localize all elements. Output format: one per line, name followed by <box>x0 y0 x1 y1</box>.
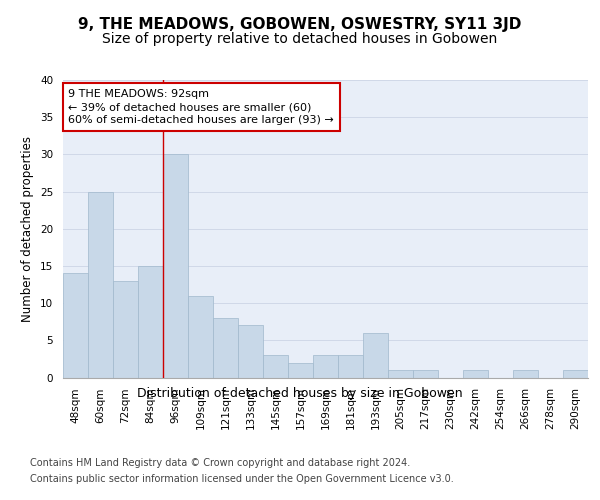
Bar <box>463 370 488 378</box>
Text: 9, THE MEADOWS, GOBOWEN, OSWESTRY, SY11 3JD: 9, THE MEADOWS, GOBOWEN, OSWESTRY, SY11 … <box>79 18 521 32</box>
Bar <box>138 266 163 378</box>
Text: Size of property relative to detached houses in Gobowen: Size of property relative to detached ho… <box>103 32 497 46</box>
Bar <box>288 362 313 378</box>
Bar <box>213 318 238 378</box>
Bar <box>388 370 413 378</box>
Bar <box>263 355 288 378</box>
Bar <box>363 333 388 378</box>
Bar <box>88 192 113 378</box>
Bar <box>338 355 363 378</box>
Bar <box>63 274 88 378</box>
Bar <box>163 154 188 378</box>
Text: Contains HM Land Registry data © Crown copyright and database right 2024.: Contains HM Land Registry data © Crown c… <box>30 458 410 468</box>
Bar <box>413 370 438 378</box>
Y-axis label: Number of detached properties: Number of detached properties <box>22 136 34 322</box>
Bar <box>513 370 538 378</box>
Text: Distribution of detached houses by size in Gobowen: Distribution of detached houses by size … <box>137 388 463 400</box>
Bar <box>313 355 338 378</box>
Bar <box>563 370 588 378</box>
Bar <box>188 296 213 378</box>
Text: Contains public sector information licensed under the Open Government Licence v3: Contains public sector information licen… <box>30 474 454 484</box>
Bar <box>113 281 138 378</box>
Bar <box>238 326 263 378</box>
Text: 9 THE MEADOWS: 92sqm
← 39% of detached houses are smaller (60)
60% of semi-detac: 9 THE MEADOWS: 92sqm ← 39% of detached h… <box>68 89 334 126</box>
